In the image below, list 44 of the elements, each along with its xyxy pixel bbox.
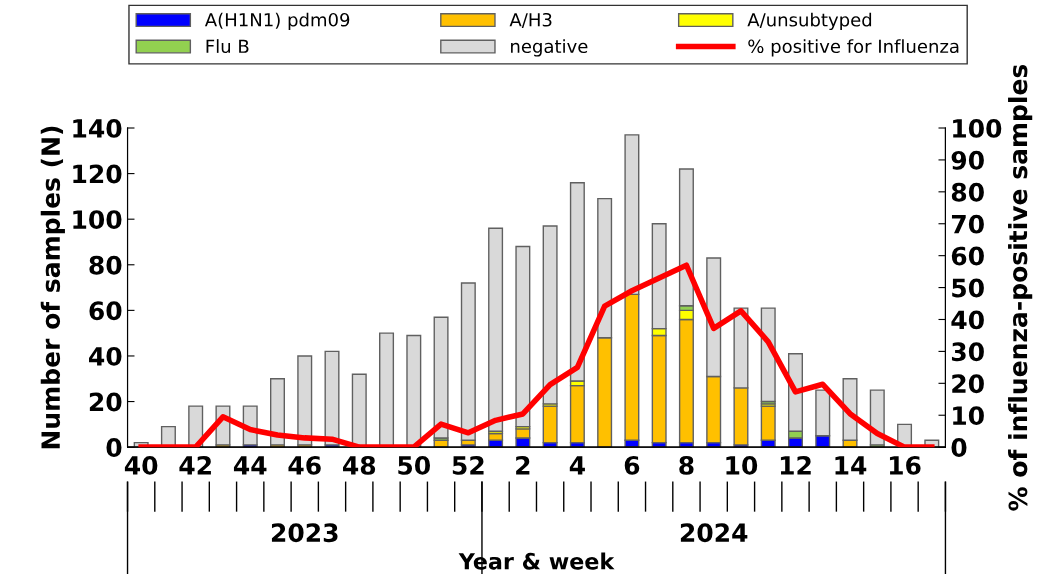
legend-label: negative bbox=[511, 39, 588, 57]
x-tick-label: 8 bbox=[679, 455, 694, 475]
y2-tick-label: 10 bbox=[953, 406, 984, 426]
x-tick-label: 16 bbox=[889, 455, 921, 475]
y-tick-label: 80 bbox=[89, 255, 122, 275]
y2-tick-label: 100 bbox=[953, 118, 1002, 138]
y-axis-title: Number of samples (N) bbox=[40, 126, 65, 449]
legend-label: Flu B bbox=[206, 39, 249, 54]
x-tick-label: 40 bbox=[124, 455, 158, 475]
y-tick-label: 0 bbox=[106, 438, 122, 457]
x-tick-label: 4 bbox=[569, 456, 585, 475]
y2-tick-label: 80 bbox=[951, 182, 984, 202]
text: 2023 bbox=[271, 523, 338, 543]
x-tick-label: 6 bbox=[624, 455, 640, 475]
legend-label: A(H1N1) pdm09 bbox=[204, 12, 350, 31]
y-tick-label: 60 bbox=[89, 301, 122, 321]
x-tick-label: 50 bbox=[398, 455, 430, 475]
x-tick-label: 44 bbox=[233, 456, 267, 475]
x-tick-label: 42 bbox=[179, 455, 211, 475]
legend-label: A/unsubtyped bbox=[747, 12, 872, 31]
y-tick-label: 140 bbox=[73, 118, 122, 138]
y2-tick-label: 70 bbox=[951, 214, 984, 234]
y2-tick-label: 30 bbox=[951, 342, 984, 362]
y-tick-label: 120 bbox=[73, 164, 122, 184]
y2-axis-title: % of influenza-positive samples bbox=[1008, 64, 1033, 511]
legend-label: A/H3 bbox=[509, 12, 552, 29]
x-tick-label: 46 bbox=[288, 455, 321, 475]
y2-tick-label: 50 bbox=[952, 278, 984, 298]
legend-label: % positive for Influenza bbox=[748, 39, 959, 57]
y-tick-label: 40 bbox=[89, 346, 122, 366]
x-tick-label: 12 bbox=[780, 455, 811, 475]
y2-tick-label: 40 bbox=[951, 310, 984, 330]
x-tick-label: 48 bbox=[343, 455, 376, 475]
y-tick-label: 100 bbox=[73, 210, 122, 230]
x-tick-label: 10 bbox=[726, 455, 758, 475]
x-tick-label: 14 bbox=[835, 456, 867, 475]
y2-tick-label: 60 bbox=[951, 246, 984, 266]
y2-tick-label: 90 bbox=[951, 150, 984, 170]
y2-tick-label: 20 bbox=[952, 374, 984, 394]
y2-tick-label: 0 bbox=[951, 438, 967, 457]
y-tick-label: 20 bbox=[89, 392, 122, 412]
x-tick-label: 2 bbox=[516, 455, 530, 475]
text: 2024 bbox=[680, 523, 748, 543]
x-tick-label: 52 bbox=[452, 455, 484, 475]
